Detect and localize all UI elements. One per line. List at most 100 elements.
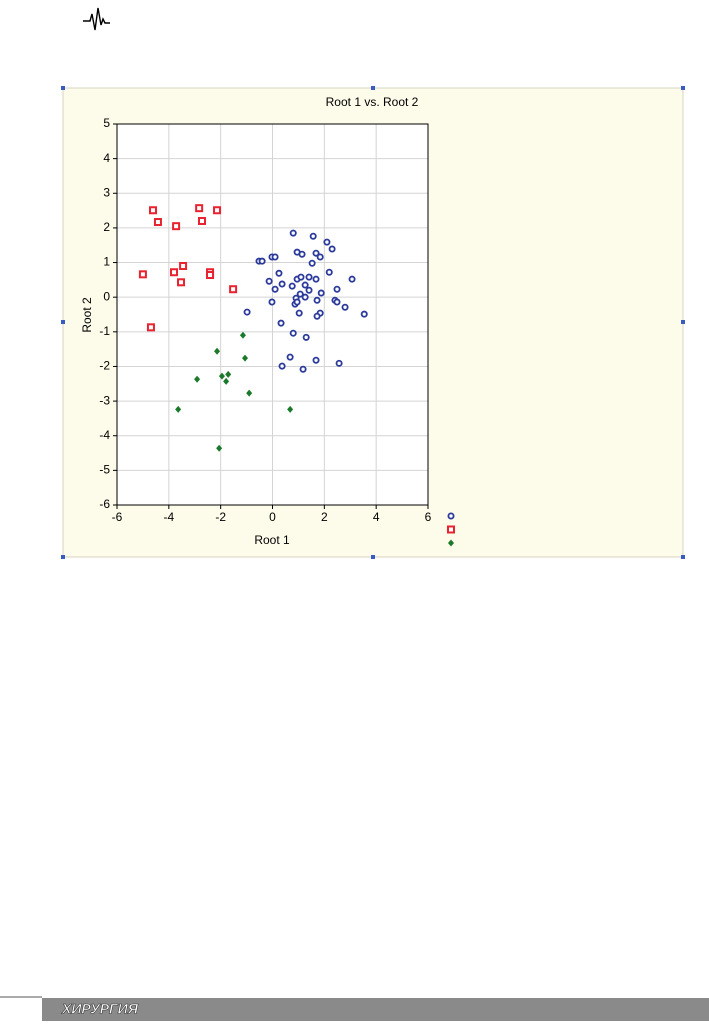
- point: [286, 353, 294, 361]
- footer-title: ХИРУРГИЯ: [61, 1001, 139, 1017]
- y-tick-label: 3: [103, 185, 110, 199]
- point: [301, 293, 309, 301]
- point: [265, 277, 273, 285]
- footer-bar: [42, 998, 709, 1021]
- point: [246, 389, 253, 397]
- point: [293, 298, 301, 306]
- x-tick-label: 6: [425, 510, 432, 524]
- point: [172, 222, 181, 231]
- point: [278, 362, 286, 370]
- y-tick-label: 0: [103, 289, 110, 303]
- point: [312, 275, 320, 283]
- point: [278, 280, 286, 288]
- y-tick-label: -6: [99, 497, 110, 511]
- point: [216, 444, 223, 452]
- x-tick-label: 2: [321, 510, 328, 524]
- point: [341, 303, 349, 311]
- y-tick-label: -4: [99, 428, 110, 442]
- x-tick-label: -6: [112, 510, 123, 524]
- point: [328, 245, 336, 253]
- y-tick-label: -2: [99, 359, 110, 373]
- point: [317, 289, 325, 297]
- legend-marker: [447, 512, 455, 520]
- y-tick-label: -5: [99, 463, 110, 477]
- x-tick-label: 4: [373, 510, 380, 524]
- point: [298, 250, 306, 258]
- point: [198, 216, 207, 225]
- point: [288, 282, 296, 290]
- point: [218, 372, 225, 380]
- legend-marker: [447, 525, 455, 534]
- point: [271, 253, 279, 261]
- point: [333, 298, 341, 306]
- point: [271, 285, 279, 293]
- point: [213, 206, 222, 215]
- point: [275, 269, 283, 277]
- point: [308, 259, 316, 267]
- point: [194, 375, 201, 383]
- point: [302, 333, 310, 341]
- x-tick-label: -4: [163, 510, 174, 524]
- point: [170, 268, 179, 277]
- point: [312, 249, 320, 257]
- point: [289, 329, 297, 337]
- point: [301, 281, 309, 289]
- point: [242, 354, 249, 362]
- point: [299, 365, 307, 373]
- point: [316, 253, 324, 261]
- y-tick-label: 1: [103, 255, 110, 269]
- point: [239, 331, 246, 339]
- point: [305, 273, 313, 281]
- y-tick-label: 4: [103, 151, 110, 165]
- chart-title: Root 1 vs. Root 2: [326, 95, 419, 109]
- point: [335, 359, 343, 367]
- point: [195, 204, 204, 213]
- point: [305, 286, 313, 294]
- point: [214, 347, 221, 355]
- point: [289, 229, 297, 237]
- point: [297, 273, 305, 281]
- x-tick-label: -2: [215, 510, 226, 524]
- y-tick-label: 5: [103, 116, 110, 130]
- point: [277, 319, 285, 327]
- point: [138, 270, 147, 279]
- point: [179, 262, 188, 271]
- marks: [138, 204, 368, 452]
- y-tick-label: -1: [99, 324, 110, 338]
- y-tick-label: 2: [103, 220, 110, 234]
- point: [258, 257, 266, 265]
- point: [313, 312, 321, 320]
- point: [333, 285, 341, 293]
- point: [243, 308, 251, 316]
- selection-handles: [61, 86, 685, 559]
- legend: [447, 512, 455, 547]
- point: [287, 405, 294, 413]
- point: [360, 310, 368, 318]
- point: [323, 238, 331, 246]
- y-axis-label: Root 2: [80, 297, 94, 333]
- y-tick-label: -3: [99, 393, 110, 407]
- logo-icon: [83, 7, 110, 31]
- legend-marker: [448, 539, 454, 547]
- point: [177, 278, 186, 287]
- point: [313, 296, 321, 304]
- point: [229, 285, 238, 294]
- point: [295, 309, 303, 317]
- point: [206, 271, 215, 280]
- point: [223, 377, 230, 385]
- point: [153, 218, 162, 227]
- point: [149, 206, 158, 215]
- point: [225, 370, 232, 378]
- point: [268, 298, 276, 306]
- x-axis-label: Root 1: [254, 533, 290, 547]
- point: [296, 290, 304, 298]
- point: [146, 323, 155, 332]
- point: [325, 268, 333, 276]
- point: [312, 356, 320, 364]
- point: [309, 232, 317, 240]
- point: [175, 405, 182, 413]
- x-tick-label: 0: [269, 510, 276, 524]
- plot-frame: [116, 123, 429, 506]
